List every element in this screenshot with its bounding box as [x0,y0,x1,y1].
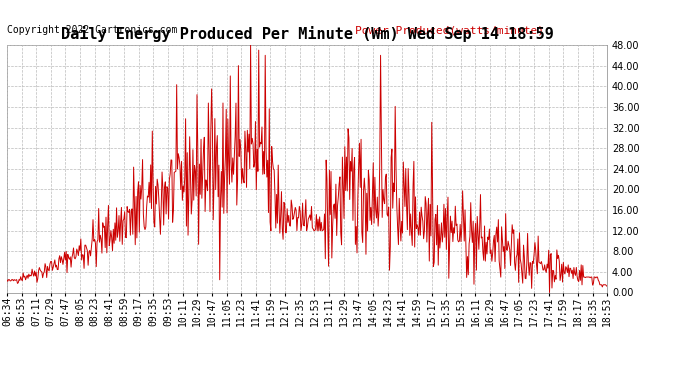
Text: Power Produced(watts/minute): Power Produced(watts/minute) [355,25,544,35]
Text: Copyright 2022 Cartronics.com: Copyright 2022 Cartronics.com [7,25,177,35]
Title: Daily Energy Produced Per Minute (Wm) Wed Sep 14 18:59: Daily Energy Produced Per Minute (Wm) We… [61,27,553,42]
